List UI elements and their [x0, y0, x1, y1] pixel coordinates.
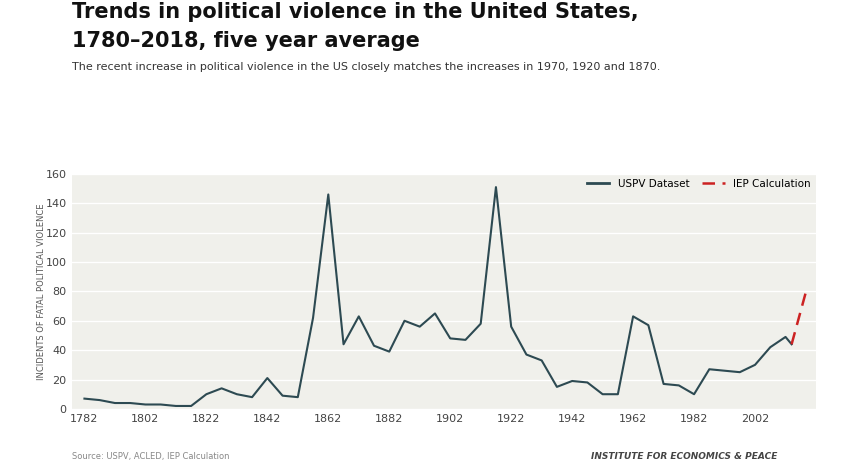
Text: The recent increase in political violence in the US closely matches the increase: The recent increase in political violenc…: [72, 62, 660, 72]
Text: 1780–2018, five year average: 1780–2018, five year average: [72, 31, 420, 51]
Legend: USPV Dataset, IEP Calculation: USPV Dataset, IEP Calculation: [586, 179, 811, 189]
Text: INSTITUTE FOR ECONOMICS & PEACE: INSTITUTE FOR ECONOMICS & PEACE: [592, 452, 778, 461]
Text: Source: USPV, ACLED, IEP Calculation: Source: USPV, ACLED, IEP Calculation: [72, 452, 230, 461]
Text: Trends in political violence in the United States,: Trends in political violence in the Unit…: [72, 2, 639, 23]
Y-axis label: INCIDENTS OF FATAL POLITICAL VIOLENCE: INCIDENTS OF FATAL POLITICAL VIOLENCE: [37, 203, 46, 380]
